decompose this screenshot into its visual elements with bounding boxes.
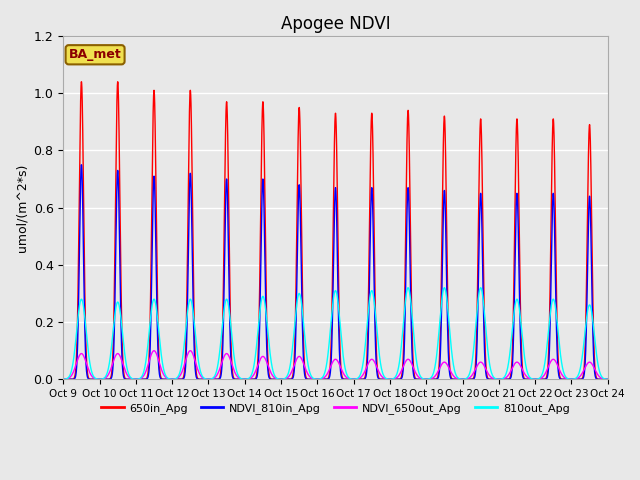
Legend: 650in_Apg, NDVI_810in_Apg, NDVI_650out_Apg, 810out_Apg: 650in_Apg, NDVI_810in_Apg, NDVI_650out_A… xyxy=(97,398,574,419)
Text: BA_met: BA_met xyxy=(68,48,122,61)
Title: Apogee NDVI: Apogee NDVI xyxy=(281,15,390,33)
Y-axis label: umol/(m^2*s): umol/(m^2*s) xyxy=(15,163,28,252)
